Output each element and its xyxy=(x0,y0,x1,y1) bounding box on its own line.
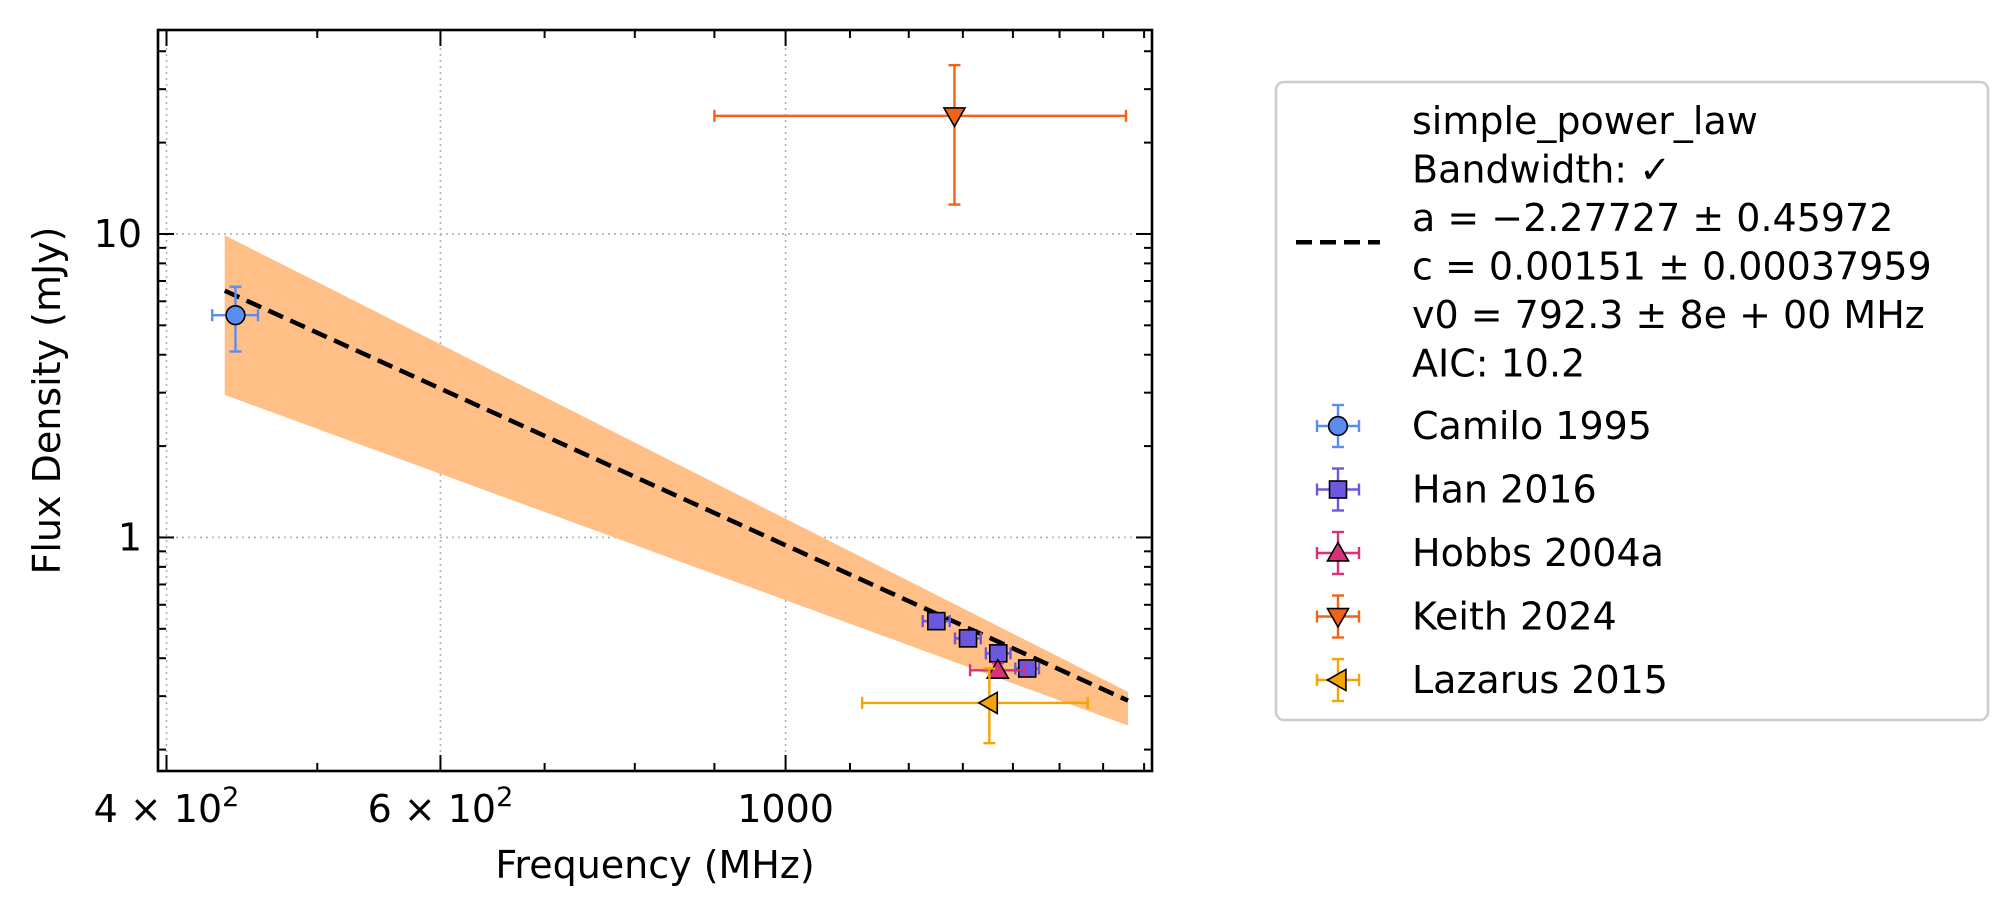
x-axis-label: Frequency (MHz) xyxy=(495,843,814,887)
legend-fit-text: AIC: 10.2 xyxy=(1412,342,1585,386)
data-point xyxy=(942,107,967,129)
data-point xyxy=(958,629,978,648)
data-points-layer xyxy=(211,63,1128,745)
fit-line-layer xyxy=(223,288,1129,703)
legend-entries: simple_power_law Bandwidth: ✓a = −2.27727… xyxy=(1296,99,1932,703)
legend-marker xyxy=(1327,415,1349,437)
legend-item: Han 2016 xyxy=(1315,467,1597,512)
legend-item: Hobbs 2004a xyxy=(1315,530,1664,576)
legend-fit-text: Bandwidth: ✓ xyxy=(1412,148,1671,192)
legend: simple_power_law Bandwidth: ✓a = −2.27727… xyxy=(1274,80,1990,722)
legend-item: Camilo 1995 xyxy=(1315,403,1652,449)
y-axis-label: Flux Density (mJy) xyxy=(25,227,69,575)
legend-marker xyxy=(1328,480,1348,499)
legend-marker xyxy=(1325,668,1347,692)
plot-frame xyxy=(156,28,1154,773)
legend-item: Lazarus 2015 xyxy=(1315,657,1668,703)
data-point xyxy=(1017,659,1037,678)
series-han-2016 xyxy=(921,611,1041,678)
fit-band-layer xyxy=(224,235,1129,726)
series-keith-2024 xyxy=(713,63,1128,206)
fit-line xyxy=(223,288,1129,703)
grid-lines xyxy=(158,30,1152,771)
axis-ticks xyxy=(158,30,1152,771)
y-tick-label: 10 xyxy=(94,212,142,256)
legend-label: Han 2016 xyxy=(1412,468,1597,512)
legend-label: Hobbs 2004a xyxy=(1412,531,1664,575)
legend-label: Keith 2024 xyxy=(1412,595,1617,639)
tick-labels: 4 × 102 6 × 102 1000 1 10 xyxy=(94,212,834,831)
legend-label: Camilo 1995 xyxy=(1412,404,1652,448)
legend-fit-text: simple_power_law xyxy=(1412,99,1758,143)
legend-frame xyxy=(1274,80,1990,722)
data-point xyxy=(927,611,946,631)
series-lazarus-2015 xyxy=(860,667,1089,745)
fit-uncertainty-band xyxy=(224,235,1129,726)
x-tick-label: 6 × 102 xyxy=(368,782,514,831)
legend-item: Keith 2024 xyxy=(1315,594,1617,639)
x-tick-label: 4 × 102 xyxy=(94,782,240,831)
legend-label: Lazarus 2015 xyxy=(1412,658,1668,702)
data-point xyxy=(977,690,999,715)
x-tick-label: 1000 xyxy=(737,787,834,831)
data-point xyxy=(225,305,246,326)
legend-marker xyxy=(1326,607,1350,629)
legend-marker xyxy=(1326,540,1350,562)
series-camilo-1995 xyxy=(211,285,260,353)
legend-fit-text: a = −2.27727 ± 0.45972 xyxy=(1412,196,1893,240)
legend-fit-text: c = 0.00151 ± 0.00037959 xyxy=(1412,245,1932,289)
legend-fit-text: v0 = 792.3 ± 8e + 00 MHz xyxy=(1412,293,1925,337)
y-tick-label: 1 xyxy=(118,515,142,559)
